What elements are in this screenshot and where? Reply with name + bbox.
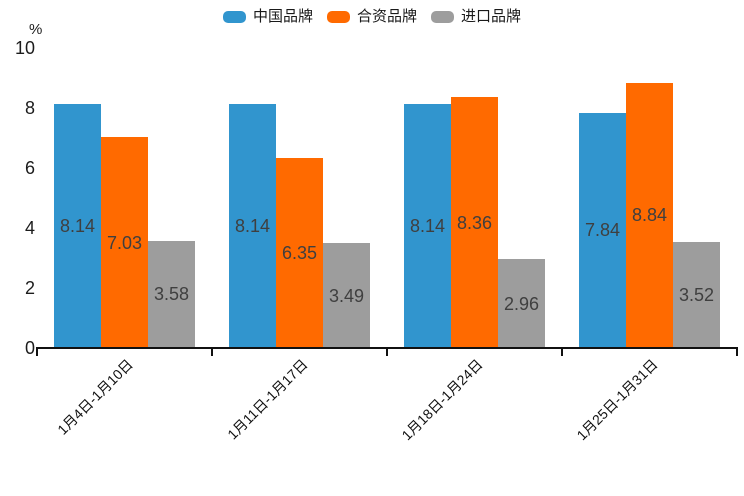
bar-value-label: 6.35	[281, 242, 318, 263]
bar-value-label: 8.14	[409, 215, 446, 236]
legend-swatch-icon	[431, 11, 454, 23]
bar	[579, 112, 626, 348]
y-tick-label: 2	[24, 278, 35, 298]
bar-value-label: 7.03	[106, 232, 143, 253]
x-tick-label: 1月18日-1月24日	[398, 356, 486, 444]
bar	[451, 97, 498, 348]
legend-item[interactable]: 合资品牌	[326, 8, 417, 25]
bar	[404, 103, 451, 348]
x-tick-label: 1月25日-1月31日	[573, 356, 661, 444]
bar-value-label: 8.84	[631, 205, 668, 226]
legend-swatch-icon	[326, 11, 350, 23]
bar	[54, 103, 101, 348]
bar-value-label: 3.49	[328, 285, 365, 306]
bar-value-label: 7.84	[584, 220, 621, 241]
bar	[101, 137, 148, 348]
x-axis-line	[36, 347, 738, 349]
legend: 中国品牌 合资品牌 进口品牌	[0, 8, 744, 26]
bar-value-label: 8.14	[234, 215, 271, 236]
y-tick-label: 8	[24, 98, 35, 118]
legend-swatch-icon	[222, 11, 246, 23]
x-axis-tick	[211, 349, 213, 356]
bar-value-label: 2.96	[503, 293, 540, 314]
x-axis-tick	[36, 349, 38, 356]
bar	[323, 243, 370, 348]
x-axis-tick	[386, 349, 388, 356]
x-tick-label: 1月11日-1月17日	[224, 356, 311, 443]
legend-item[interactable]: 中国品牌	[222, 8, 313, 25]
bar-value-label: 3.52	[678, 285, 715, 306]
y-axis-unit-label: %	[29, 21, 43, 38]
bar	[498, 259, 545, 348]
bar	[673, 242, 720, 348]
x-axis-tick	[561, 349, 563, 356]
y-tick-label: 6	[24, 158, 35, 178]
y-tick-label: 10	[14, 38, 35, 58]
legend-item[interactable]: 进口品牌	[431, 9, 521, 25]
x-axis-tick	[736, 349, 738, 356]
bar	[276, 157, 323, 348]
legend-item-label: 中国品牌	[252, 8, 313, 25]
legend-item-label: 合资品牌	[356, 8, 417, 25]
y-tick-label: 4	[24, 218, 35, 238]
legend-item-label: 进口品牌	[461, 8, 522, 25]
bar-value-label: 8.14	[59, 215, 96, 236]
bar-value-label: 8.36	[456, 212, 493, 233]
bar-value-label: 3.58	[153, 284, 190, 305]
bar	[229, 103, 276, 348]
y-tick-label: 0	[24, 338, 35, 358]
x-tick-label: 1月4日-1月10日	[54, 356, 136, 438]
bar	[148, 240, 195, 348]
bar	[626, 82, 673, 348]
